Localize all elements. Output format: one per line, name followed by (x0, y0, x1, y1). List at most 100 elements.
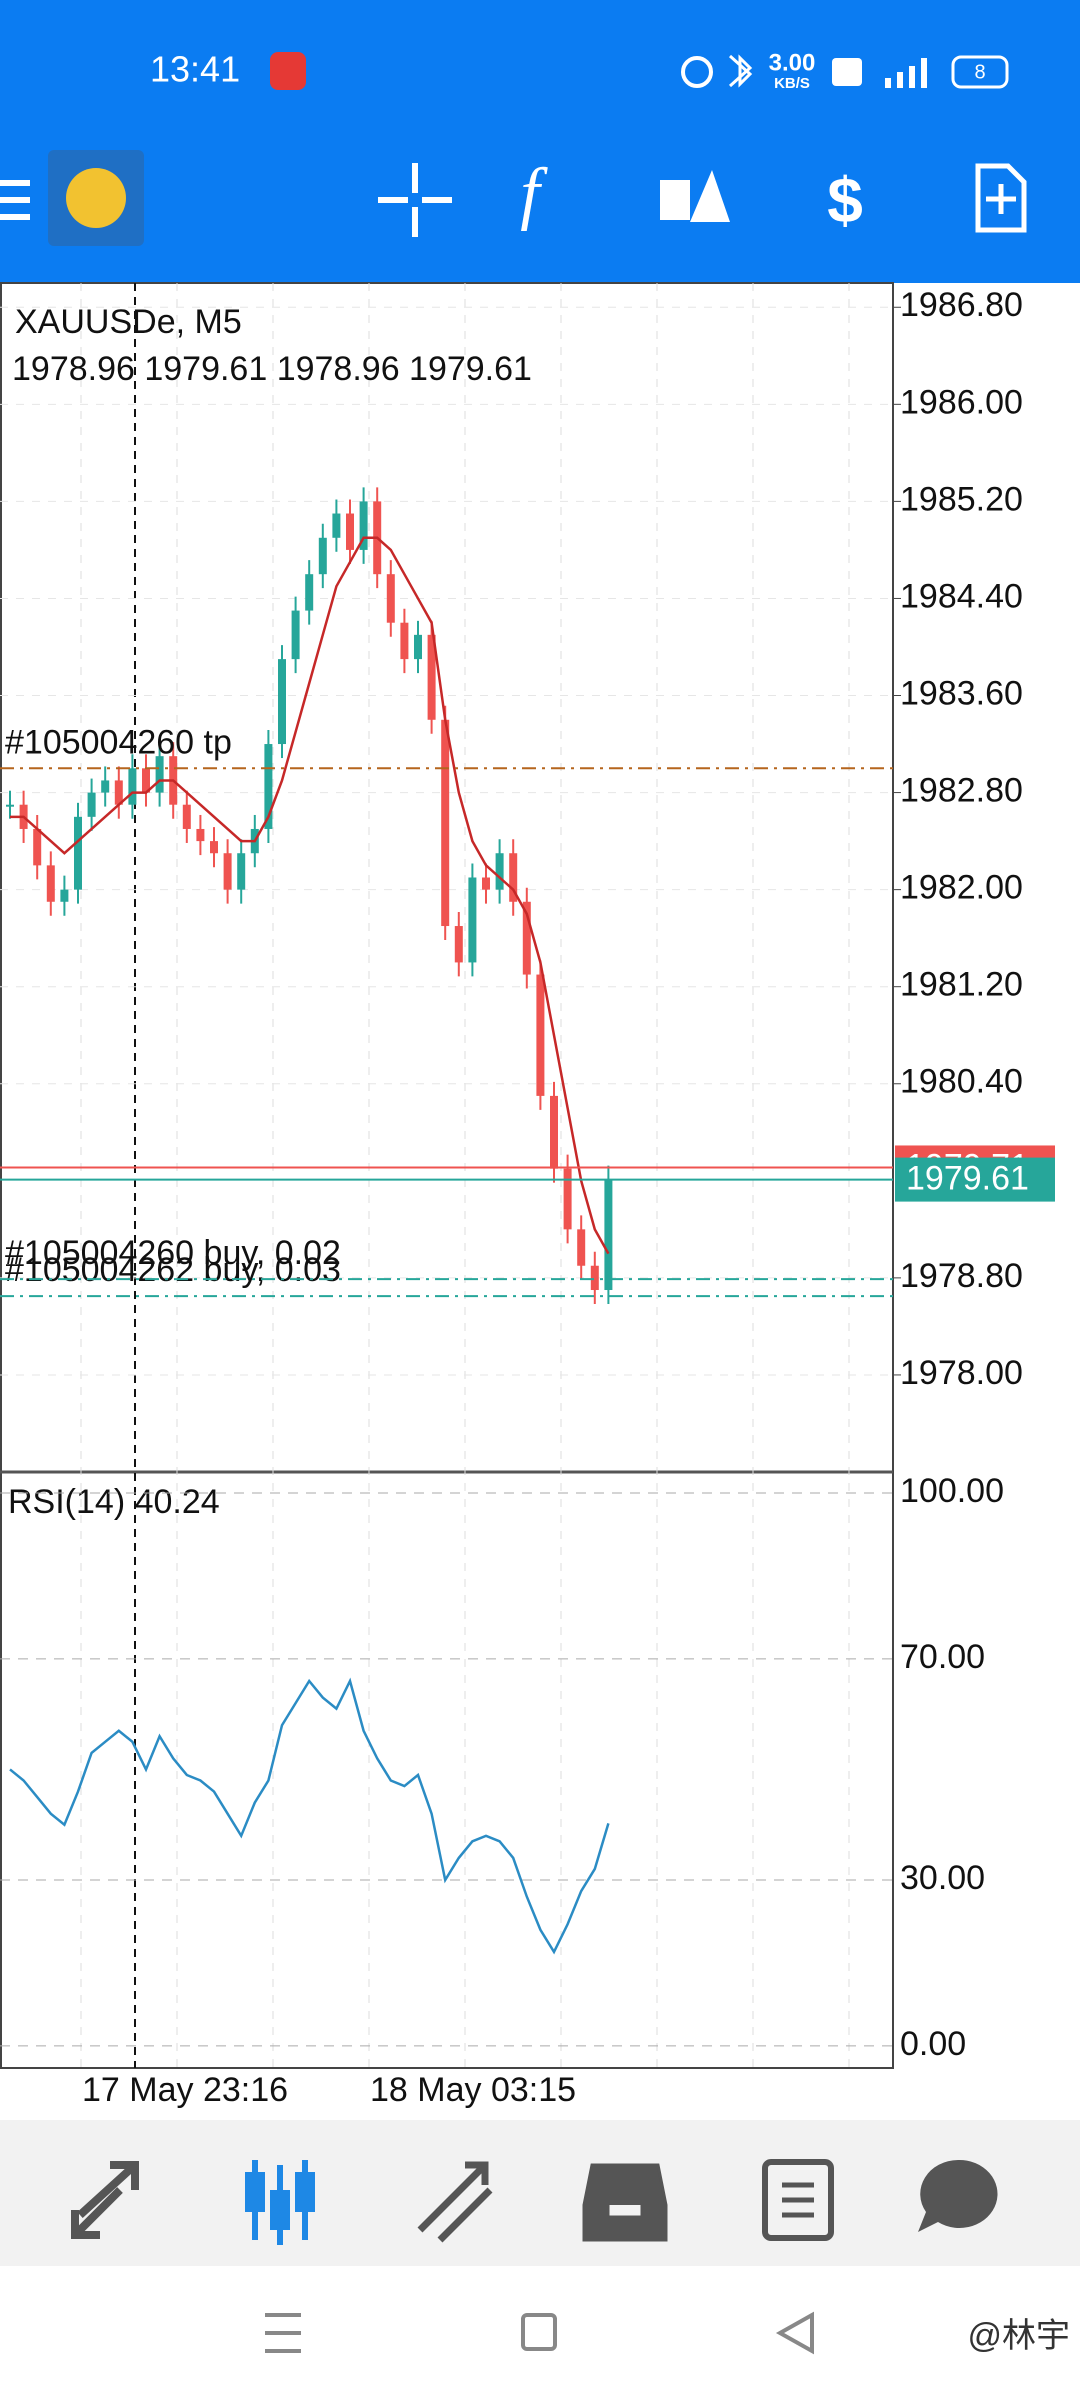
candle (427, 634, 436, 720)
y-tick-label: 1978.00 (900, 1354, 1023, 1392)
candle (87, 792, 96, 817)
signal-icon (885, 58, 927, 88)
time-label: 17 May 23:16 (82, 2071, 288, 2109)
trade-tab[interactable] (417, 2161, 493, 2243)
chart-frame (0, 282, 894, 2069)
watermark: @林宇 (967, 2317, 1070, 2355)
y-tick-label: 1980.40 (900, 1063, 1023, 1101)
moving-average (10, 536, 610, 1255)
chart-tab-bar (295, 2172, 315, 2212)
hd-icon (832, 58, 862, 86)
y-tick-label: 100.00 (900, 1472, 1004, 1510)
order-label: #105004262 buy, 0.03 (5, 1251, 341, 1289)
bid-tag (895, 1157, 1055, 1202)
candle (441, 719, 450, 927)
candle (114, 780, 123, 805)
candle (305, 574, 314, 611)
candle (359, 501, 368, 550)
menu-button[interactable] (0, 180, 30, 220)
candle (482, 877, 490, 890)
candle (210, 841, 218, 854)
bottom-nav (0, 2120, 1080, 2266)
messages-tab[interactable] (918, 2159, 998, 2232)
y-tick-label: 1982.00 (900, 869, 1023, 907)
candle (468, 877, 477, 963)
y-tick-label: 1986.80 (900, 286, 1023, 324)
candle (291, 610, 300, 660)
bid-label: 1979.61 (906, 1160, 1029, 1198)
new-order-button[interactable] (975, 163, 1027, 233)
candle (196, 828, 205, 842)
candle (318, 537, 327, 575)
rsi-line (9, 1677, 610, 1955)
nav-menu[interactable] (265, 2313, 301, 2353)
candle (536, 974, 545, 1096)
chart-tab-bar (270, 2190, 290, 2230)
candle (74, 816, 82, 890)
net-unit: KB/S (774, 75, 810, 92)
y-tick-label: 1978.80 (900, 1257, 1023, 1295)
candle (264, 744, 273, 829)
news-tab[interactable] (762, 2159, 834, 2241)
y-tick-label: 1981.20 (900, 966, 1023, 1004)
nav-back[interactable] (775, 2311, 814, 2355)
y-tick-label: 70.00 (900, 1638, 985, 1676)
news-lines (782, 2182, 814, 2218)
order-label: #105004260 buy, 0.02 (5, 1234, 341, 1272)
candle (590, 1265, 599, 1291)
bluetooth-icon (728, 54, 753, 88)
objects-button[interactable] (660, 170, 730, 222)
candle (128, 768, 137, 805)
symbol-label: XAUUSDe, M5 (15, 303, 242, 341)
y-tick-label: 0.00 (900, 2025, 966, 2063)
battery-level: 8 (974, 61, 985, 83)
y-tick-label: 30.00 (900, 1859, 985, 1897)
candle (414, 634, 422, 660)
candle (223, 853, 232, 890)
nav-home[interactable] (521, 2313, 557, 2351)
history-tab[interactable] (582, 2163, 668, 2242)
candle (182, 804, 191, 829)
logo-mark (66, 168, 126, 228)
time-label: 18 May 03:15 (370, 2071, 576, 2109)
y-tick-label: 1982.80 (900, 772, 1023, 810)
y-tick-label: 1986.00 (900, 383, 1023, 421)
candle (237, 853, 246, 890)
candle (577, 1229, 586, 1266)
candle (400, 622, 409, 660)
candle (550, 1095, 558, 1169)
net-speed: 3.00 (769, 49, 816, 76)
candle (101, 780, 110, 793)
candle (332, 513, 341, 538)
candle (155, 756, 164, 793)
candle (509, 853, 518, 902)
candle (563, 1168, 572, 1230)
candle (495, 853, 504, 890)
y-tick-label: 1983.60 (900, 674, 1023, 712)
system-nav (0, 2266, 1080, 2400)
quotes-tab[interactable] (71, 2161, 139, 2239)
candle (142, 768, 150, 793)
crosshair-button[interactable] (378, 163, 452, 237)
y-tick-label: 1985.20 (900, 480, 1023, 518)
battery-icon (951, 55, 1009, 89)
alarm-icon (681, 56, 713, 88)
y-tick-label: 1984.40 (900, 577, 1023, 615)
app-icon (270, 52, 306, 90)
candle (33, 828, 42, 866)
ohlc-label: 1978.96 1979.61 1978.96 1979.61 (12, 350, 532, 388)
candle (46, 865, 55, 902)
chart-tab-bar (245, 2172, 265, 2212)
candle (604, 1179, 613, 1291)
candle (346, 513, 354, 550)
top-bar (0, 0, 1080, 283)
order-label: #105004260 tp (5, 723, 232, 761)
trade-button[interactable]: $ (827, 164, 863, 236)
status-time: 13:41 (150, 49, 240, 90)
candle (60, 889, 69, 902)
candle (522, 901, 531, 975)
candle (6, 804, 14, 807)
candle (278, 659, 286, 745)
